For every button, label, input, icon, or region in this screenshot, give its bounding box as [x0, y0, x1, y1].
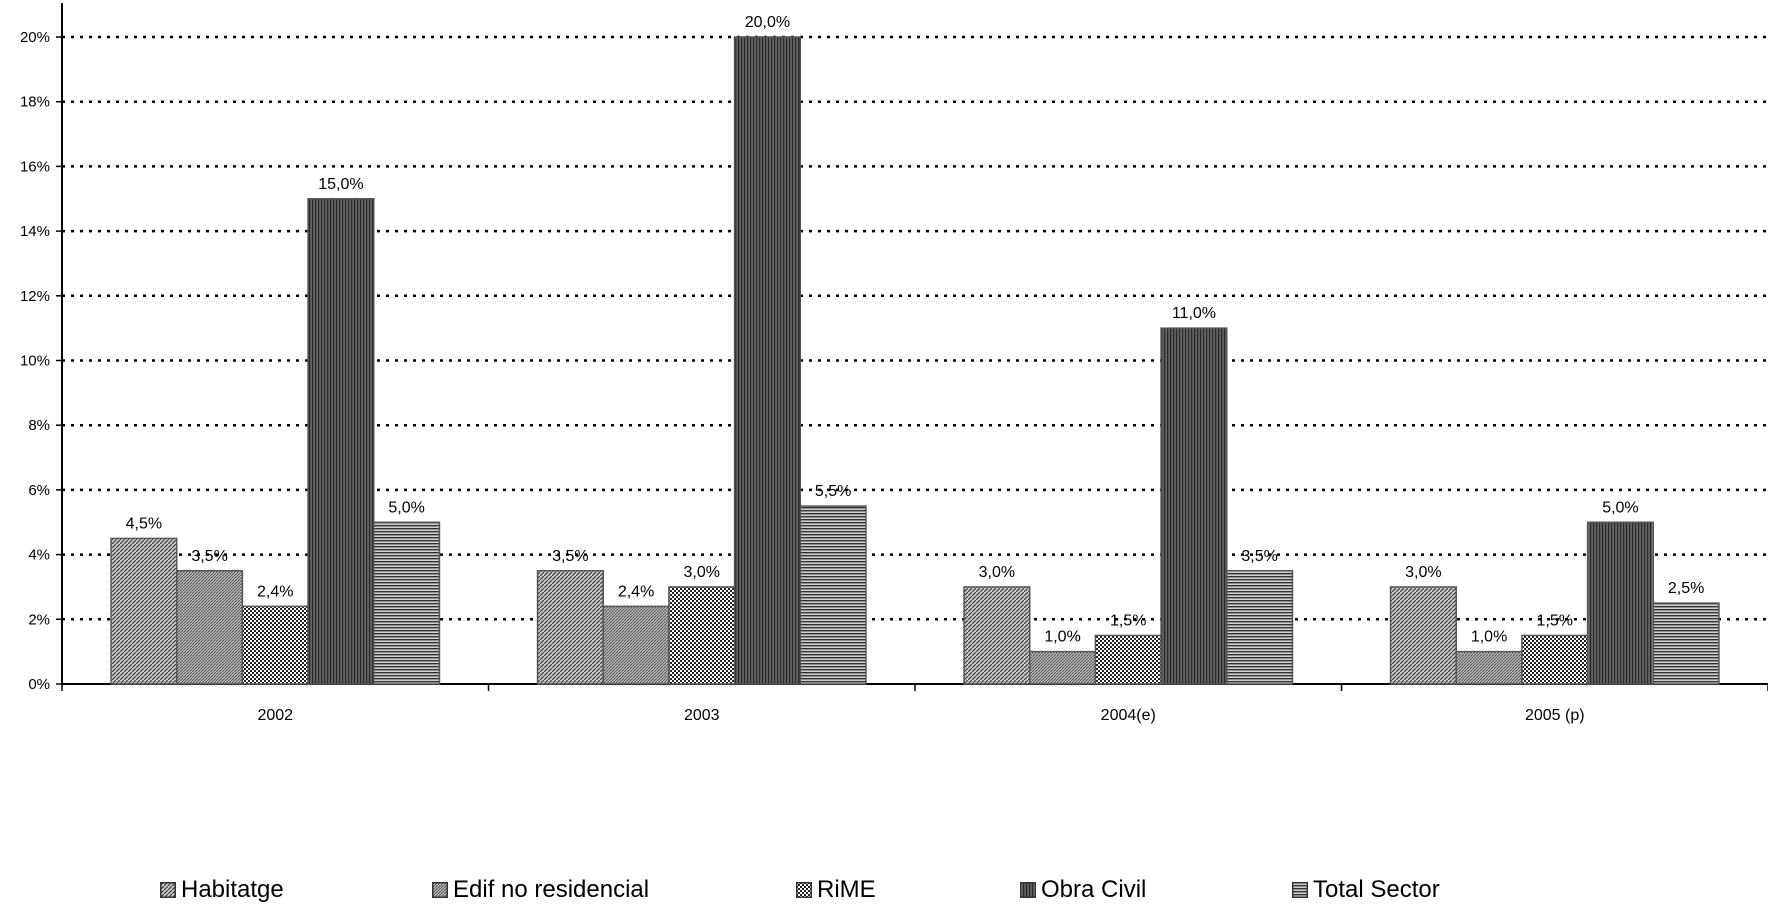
bar — [1094, 634, 1162, 685]
bar — [668, 586, 736, 685]
legend-item: Obra Civil — [1020, 876, 1146, 904]
y-tick-label: 20% — [20, 29, 50, 46]
y-tick-label: 18% — [20, 94, 50, 111]
bar-chart: 0% 2% 4% 6% 8% 10% 12% 14% 16% 18% 20% 2002 2003 2004… — [20, 3, 1768, 724]
bar — [799, 505, 867, 685]
legend-label: Total Sector — [1313, 876, 1440, 903]
bar — [1160, 327, 1228, 685]
y-tick-label: 16% — [20, 158, 50, 175]
y-tick-label: 10% — [20, 353, 50, 370]
legend-swatch — [1292, 882, 1308, 898]
data-label: 11,0% — [1172, 305, 1216, 322]
bar — [963, 586, 1031, 685]
legend-item: Edif no residencial — [432, 876, 649, 904]
bar — [1389, 586, 1457, 685]
bars — [110, 36, 1720, 685]
data-label: 2,5% — [1668, 580, 1704, 597]
data-label: 1,0% — [1471, 629, 1507, 646]
data-label: 3,5% — [191, 548, 227, 565]
y-tick-label: 2% — [28, 611, 50, 628]
data-label: 3,5% — [552, 548, 588, 565]
legend-label: Obra Civil — [1041, 876, 1147, 903]
data-label: 20,0% — [745, 14, 790, 31]
legend-swatch — [432, 882, 448, 898]
data-label: 5,0% — [1602, 499, 1638, 516]
data-label: 4,5% — [126, 515, 162, 532]
legend-label: Habitatge — [181, 876, 284, 903]
bar — [733, 36, 802, 685]
bar — [307, 198, 375, 685]
legend-label: RiME — [817, 876, 876, 903]
data-label: 15,0% — [318, 176, 363, 193]
bar — [1586, 521, 1655, 685]
data-label: 1,0% — [1044, 629, 1080, 646]
legend-swatch — [160, 882, 176, 898]
legend-swatch — [1020, 882, 1036, 898]
data-label: 1,5% — [1537, 612, 1573, 629]
y-tick-label: 6% — [28, 482, 50, 499]
data-label: 5,5% — [815, 483, 851, 500]
x-tick-label: 2003 — [684, 707, 720, 724]
bar — [1226, 570, 1294, 685]
y-tick-label: 14% — [20, 223, 50, 240]
data-label: 3,0% — [684, 564, 720, 581]
bar — [602, 605, 670, 685]
x-tick-label: 2002 — [257, 707, 293, 724]
legend-item: Total Sector — [1292, 876, 1440, 904]
data-label: 2,4% — [257, 583, 293, 600]
data-label: 5,0% — [388, 499, 424, 516]
bar — [241, 605, 309, 685]
data-label: 2,4% — [618, 583, 654, 600]
y-tick-label: 8% — [28, 417, 50, 434]
y-tick-label: 12% — [20, 288, 50, 305]
data-label: 3,5% — [1241, 548, 1277, 565]
y-tick-label: 4% — [28, 547, 50, 564]
x-tick-label: 2005 (p) — [1525, 707, 1585, 724]
data-label: 3,0% — [1405, 564, 1441, 581]
legend-item: RiME — [796, 876, 876, 904]
bar — [1028, 650, 1097, 685]
bar — [536, 570, 604, 685]
legend-item: Habitatge — [160, 876, 284, 904]
x-tick-label: 2004(e) — [1101, 707, 1156, 724]
data-label: 1,5% — [1110, 612, 1146, 629]
data-label: 3,0% — [979, 564, 1015, 581]
bar — [373, 521, 441, 685]
bar — [1652, 602, 1720, 685]
y-tick-label: 0% — [28, 676, 50, 693]
bar — [110, 537, 178, 685]
bar — [1521, 634, 1589, 685]
legend: Habitatge Edif no residencial RiME Obra Civ… — [0, 876, 1768, 910]
data-labels: 4,5% 3,5% 2,4% 15,0% 5,0% 3,5% 2,4% 3,0% 20,0% 5,… — [126, 14, 1705, 646]
bar — [1455, 650, 1523, 685]
legend-swatch — [796, 882, 812, 898]
bar — [175, 570, 244, 685]
legend-label: Edif no residencial — [453, 876, 650, 903]
